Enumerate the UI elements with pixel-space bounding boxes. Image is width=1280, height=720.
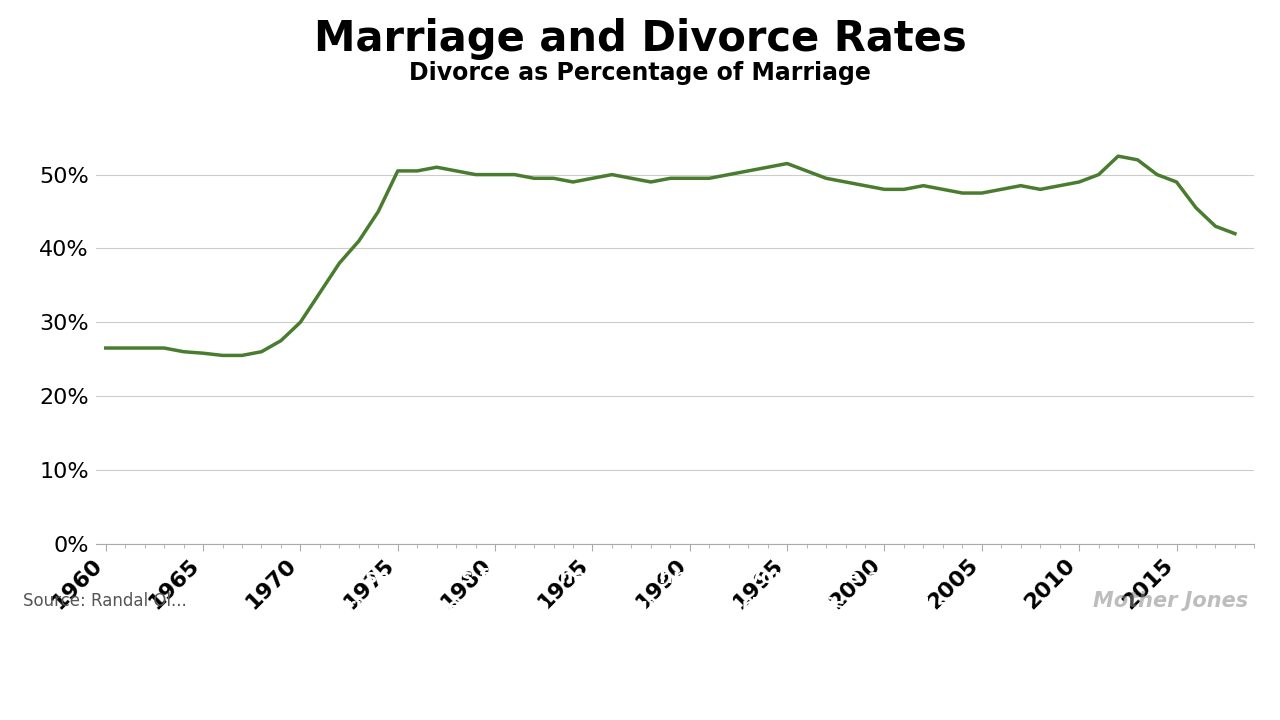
Text: Source: Randal Ol...: Source: Randal Ol... — [23, 592, 187, 610]
Text: Researchers found that the annual divorce rate among
married women with a nonrel: Researchers found that the annual divorc… — [303, 568, 977, 646]
Text: Divorce as Percentage of Marriage: Divorce as Percentage of Marriage — [410, 61, 870, 85]
Text: Marriage and Divorce Rates: Marriage and Divorce Rates — [314, 18, 966, 60]
Text: Mother Jones: Mother Jones — [1093, 591, 1248, 611]
